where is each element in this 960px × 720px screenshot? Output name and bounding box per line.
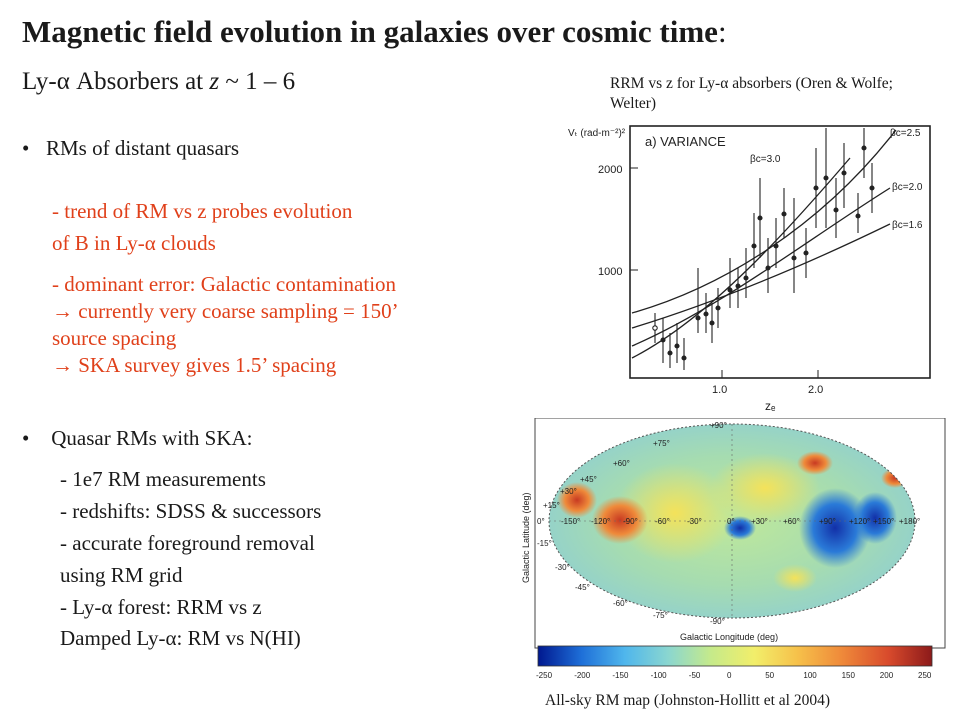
colorbar-tick-label: 250 bbox=[918, 671, 932, 680]
colorbar-tick-label: 50 bbox=[765, 671, 774, 680]
sub-line: - dominant error: Galactic contamination bbox=[52, 272, 397, 296]
lon-label: 0° bbox=[727, 517, 735, 526]
all-sky-rm-map: +90° +75° +60° +45° +30° +15° 0° -15° -3… bbox=[521, 418, 946, 649]
colorbar-ticks: -250 -200 -150 -100 -50 0 50 100 150 200 250 bbox=[536, 671, 932, 680]
colorbar-tick-label: 200 bbox=[880, 671, 894, 680]
lat-label: -15° bbox=[537, 539, 552, 548]
sub-line: - redshifts: SDSS & successors bbox=[60, 499, 322, 523]
colorbar-tick-label: 0 bbox=[727, 671, 732, 680]
x-tick-label: 2.0 bbox=[808, 384, 823, 396]
lat-label: +90° bbox=[710, 421, 727, 430]
lat-label: +60° bbox=[613, 459, 630, 468]
lon-label: +30° bbox=[751, 517, 768, 526]
lat-label: -30° bbox=[555, 563, 570, 572]
lon-label: +150° bbox=[873, 517, 894, 526]
figure-caption-rrm: RRM vs z for Ly-α absorbers (Oren & Wolf… bbox=[610, 75, 893, 112]
colorbar-tick-label: -100 bbox=[651, 671, 668, 680]
sub-line: → SKA survey gives 1.5’ spacing bbox=[52, 353, 337, 377]
curve-label: βc=1.6 bbox=[892, 220, 923, 231]
lat-label: +45° bbox=[580, 475, 597, 484]
lat-label: +15° bbox=[543, 501, 560, 510]
bullet-quasar-rms-ska: • Quasar RMs with SKA: bbox=[22, 426, 253, 450]
panel-label: a) VARIANCE bbox=[645, 134, 726, 149]
lon-label: +60° bbox=[783, 517, 800, 526]
lat-label: -90° bbox=[710, 617, 725, 626]
x-axis-label: zₑ bbox=[765, 399, 776, 413]
colorbar-tick-label: 100 bbox=[803, 671, 817, 680]
lat-label: 0° bbox=[537, 517, 545, 526]
data-points bbox=[652, 128, 875, 370]
bullet-rms-quasars: • RMs of distant quasars bbox=[22, 136, 240, 160]
lon-label: +120° bbox=[849, 517, 870, 526]
sub-line: - accurate foreground removal bbox=[60, 531, 315, 555]
curve-label: βc=3.0 bbox=[750, 154, 781, 165]
curve-label: βc=2.5 bbox=[890, 128, 921, 139]
lon-label: -150° bbox=[561, 517, 580, 526]
y-tick-label: 2000 bbox=[598, 164, 622, 176]
lat-label: -75° bbox=[653, 611, 668, 620]
sub-line: - trend of RM vs z probes evolution bbox=[52, 199, 353, 223]
lon-label: -120° bbox=[591, 517, 610, 526]
lat-label: +75° bbox=[653, 439, 670, 448]
slide-subtitle: Ly-α Absorbers at z ~ 1 – 6 bbox=[22, 68, 296, 95]
sub-line: - 1e7 RM measurements bbox=[60, 467, 266, 491]
variance-plot: 2000 1000 1.0 2.0 Vₜ (rad-m⁻²)² zₑ a) VA… bbox=[560, 118, 950, 414]
lon-label: -30° bbox=[687, 517, 702, 526]
lon-label: +90° bbox=[819, 517, 836, 526]
lat-label: -60° bbox=[613, 599, 628, 608]
y-axis-label: Vₜ (rad-m⁻²)² bbox=[568, 128, 626, 139]
sub-line: → currently very coarse sampling = 150’ bbox=[52, 299, 399, 323]
lat-label: -45° bbox=[575, 583, 590, 592]
sub-line: Damped Ly-α: RM vs N(HI) bbox=[60, 626, 301, 650]
x-tick-label: 1.0 bbox=[712, 384, 727, 396]
colorbar-tick-label: 150 bbox=[842, 671, 856, 680]
lon-label: -90° bbox=[623, 517, 638, 526]
sub-line: using RM grid bbox=[60, 563, 183, 587]
model-curve bbox=[631, 223, 891, 329]
sub-line: - Ly-α forest: RRM vs z bbox=[60, 595, 262, 619]
colorbar-gradient bbox=[537, 645, 933, 667]
colorbar-tick-label: -50 bbox=[689, 671, 701, 680]
colorbar: -250 -200 -150 -100 -50 0 50 100 150 200 250 bbox=[536, 645, 933, 680]
lon-label: +180° bbox=[899, 517, 920, 526]
colorbar-tick-label: -150 bbox=[612, 671, 629, 680]
plot-frame bbox=[629, 125, 931, 379]
x-axis-label: Galactic Longitude (deg) bbox=[680, 632, 778, 642]
slide-title: Magnetic field evolution in galaxies ove… bbox=[22, 14, 727, 49]
lon-label: -60° bbox=[655, 517, 670, 526]
y-tick-label: 1000 bbox=[598, 266, 622, 278]
colorbar-tick-label: -200 bbox=[574, 671, 591, 680]
figure-caption-allsky: All-sky RM map (Johnston-Hollitt et al 2… bbox=[545, 692, 831, 709]
curve-label: βc=2.0 bbox=[892, 182, 923, 193]
colorbar-tick-label: -250 bbox=[536, 671, 553, 680]
lat-label: +30° bbox=[560, 487, 577, 496]
y-axis-label: Galactic Latitude (deg) bbox=[521, 492, 531, 583]
sub-line: of B in Ly-α clouds bbox=[52, 231, 216, 255]
sub-line: source spacing bbox=[52, 326, 177, 350]
